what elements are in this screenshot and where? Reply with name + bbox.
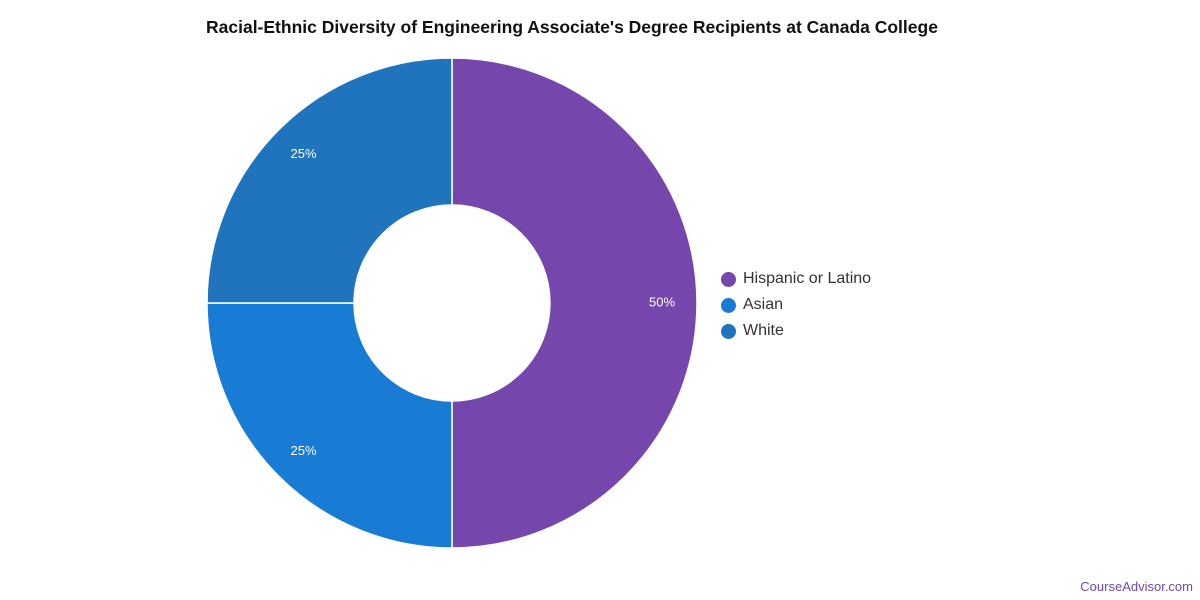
slice-white[interactable] xyxy=(206,57,453,304)
legend-swatch-asian xyxy=(721,297,736,313)
legend-label-hispanic-or-latino: Hispanic or Latino xyxy=(743,270,872,287)
donut-slices xyxy=(206,57,698,549)
slice-hispanic-or-latino[interactable] xyxy=(451,57,698,549)
legend-item-asian[interactable]: Asian xyxy=(721,292,871,318)
donut-slice-labels: 50% 25% 25% xyxy=(290,146,675,458)
slice-label-asian: 25% xyxy=(290,443,316,458)
legend-label-asian: Asian xyxy=(743,296,784,313)
legend-item-white[interactable]: White xyxy=(721,318,871,344)
legend-swatch-hispanic-or-latino xyxy=(721,271,736,287)
slice-asian[interactable] xyxy=(206,302,453,549)
legend-item-hispanic-or-latino[interactable]: Hispanic or Latino xyxy=(721,266,871,292)
legend-swatch-white xyxy=(721,323,736,339)
chart-title: Racial-Ethnic Diversity of Engineering A… xyxy=(206,17,938,37)
slice-label-white: 25% xyxy=(290,146,316,161)
chart-legend: Hispanic or Latino Asian White xyxy=(721,266,871,344)
legend-label-white: White xyxy=(743,322,784,339)
attribution-link[interactable]: CourseAdvisor.com xyxy=(1080,579,1193,594)
slice-label-hispanic-or-latino: 50% xyxy=(649,294,675,309)
